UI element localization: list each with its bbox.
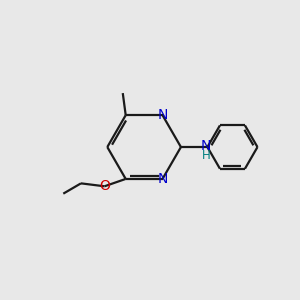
Text: H: H bbox=[202, 149, 210, 162]
Text: N: N bbox=[201, 139, 211, 153]
Text: N: N bbox=[157, 172, 168, 186]
Text: O: O bbox=[99, 179, 110, 193]
Text: N: N bbox=[157, 108, 168, 122]
